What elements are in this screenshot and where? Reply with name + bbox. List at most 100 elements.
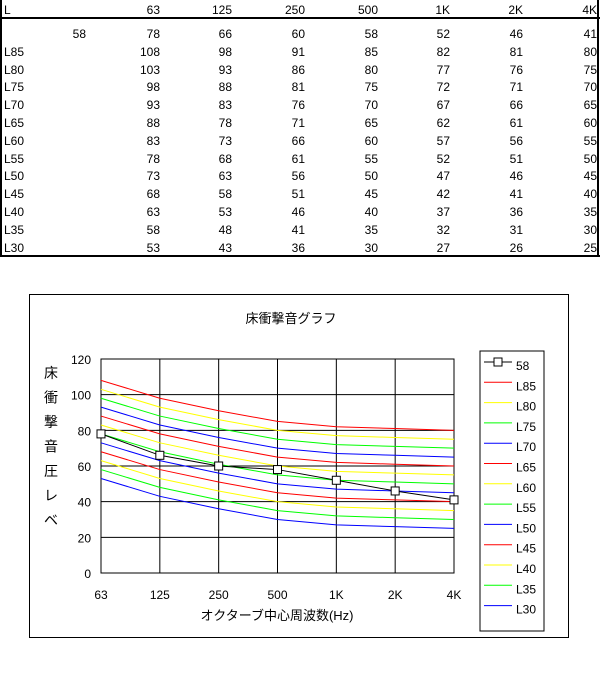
table-cell: 46 (509, 27, 523, 41)
series-line-l75 (100, 397, 455, 449)
table-cell: 41 (291, 222, 305, 237)
table-cell: 83 (218, 98, 232, 113)
table-left-rule (0, 0, 2, 255)
table-cell: 108 (139, 44, 160, 59)
legend-label: L75 (516, 420, 536, 434)
table-cell: 50 (364, 169, 378, 184)
table-cell: 93 (146, 98, 160, 113)
table-cell: 78 (146, 151, 160, 166)
legend-label: L80 (516, 400, 536, 414)
legend-label: L70 (516, 440, 536, 454)
series-line-l45 (100, 451, 455, 503)
series-line-l30 (100, 478, 455, 529)
table-row-label: L80 (4, 62, 25, 77)
table-cell: 75 (364, 80, 378, 95)
table-column-header: 500 (357, 3, 378, 17)
table-cell: 35 (364, 222, 378, 237)
y-tick-label: 0 (84, 567, 91, 581)
table-cell: 55 (364, 151, 378, 166)
series-line-l85 (100, 379, 455, 431)
table-cell: 47 (436, 169, 450, 184)
table-corner-label: L (4, 3, 11, 17)
chart-area: 床衝撃音グラフ 0 20 40 60 80 100 120 63 125 250 500 1K 2K 4K オ… (29, 294, 569, 638)
table-cell: 63 (218, 169, 232, 184)
x-tick-label: 125 (150, 588, 170, 602)
table-cell: 77 (436, 62, 450, 77)
table-cell: 68 (146, 187, 160, 202)
table-cell: 53 (146, 240, 160, 255)
table-cell: 61 (291, 151, 305, 166)
table-cell: 66 (509, 98, 523, 113)
table-cell: 36 (509, 205, 523, 219)
table-cell: 53 (218, 205, 232, 219)
table-cell: 98 (146, 80, 160, 95)
table-cell: 61 (509, 116, 523, 130)
data-point-marker (214, 461, 224, 471)
data-table: L 63 125 250 500 1K 2K 4K 58 78 66 60 58 52 46 41 L85 108… (0, 0, 600, 257)
table-cell: 65 (583, 98, 597, 113)
y-tick-label: 60 (78, 460, 92, 474)
x-tick-label: 250 (209, 588, 229, 602)
table-cell: 36 (291, 240, 305, 255)
table-row-label: L45 (4, 187, 25, 202)
table-cell: 71 (291, 116, 305, 130)
table-cell: 41 (583, 27, 597, 41)
table-cell: 70 (364, 98, 378, 113)
table-cell: 81 (509, 44, 523, 59)
series-line-l65 (100, 415, 455, 467)
table-cell: 93 (218, 62, 232, 77)
table-cell: 58 (218, 187, 232, 202)
legend-label: L35 (516, 582, 536, 596)
table-column-header: 4K (582, 3, 597, 17)
legend-label: L65 (516, 461, 536, 475)
table-cell: 58 (364, 27, 378, 41)
table-cell: 32 (436, 222, 450, 237)
table-cell: 86 (291, 62, 305, 77)
table-cell: 62 (436, 116, 450, 130)
table-cell: 66 (291, 133, 305, 148)
legend-label: L55 (516, 501, 536, 515)
table-cell: 25 (583, 240, 597, 255)
x-tick-label: 500 (267, 588, 287, 602)
table-cell: 35 (583, 205, 597, 219)
table-cell: 43 (218, 240, 232, 255)
table-cell: 71 (509, 80, 523, 95)
x-tick-label: 2K (388, 588, 403, 602)
table-right-rule (597, 0, 599, 255)
table-row-label: L65 (4, 116, 25, 130)
table-cell: 40 (364, 205, 378, 219)
x-tick-label: 63 (94, 588, 108, 602)
table-cell: 46 (509, 169, 523, 184)
chart-svg: 床衝撃音グラフ 0 20 40 60 80 100 120 63 125 250 500 1K 2K 4K オ… (44, 311, 545, 632)
table-cell: 42 (436, 187, 450, 202)
legend-marker (493, 357, 503, 367)
table-cell: 103 (139, 62, 160, 77)
x-tick-label: 1K (329, 588, 344, 602)
table-column-header: 63 (146, 3, 160, 17)
table-cell: 82 (436, 44, 450, 59)
table-cell: 76 (509, 62, 523, 77)
table-cell: 81 (291, 80, 305, 95)
table-cell: 57 (436, 133, 450, 148)
table-cell: 55 (583, 133, 597, 148)
chart-title: 床衝撃音グラフ (245, 311, 336, 326)
table-row-label: L75 (4, 80, 25, 95)
table-column-header: 2K (508, 3, 523, 17)
table-cell: 76 (291, 98, 305, 113)
table-row-label: L30 (4, 240, 25, 255)
table-row-label: L85 (4, 44, 25, 59)
legend-box (479, 350, 545, 632)
table-cell: 75 (583, 62, 597, 77)
table-cell: 56 (291, 169, 305, 184)
legend-label: 58 (516, 359, 530, 373)
series-line-l40 (100, 460, 455, 512)
table-cell: 65 (364, 116, 378, 130)
table-cell: 80 (583, 44, 597, 59)
table-cell: 91 (291, 44, 305, 59)
y-tick-label: 40 (78, 496, 92, 510)
table-cell: 45 (364, 187, 378, 202)
table-cell: 70 (583, 80, 597, 95)
legend-label: L60 (516, 481, 536, 495)
table-column-header: 125 (211, 3, 232, 17)
table-cell: 83 (146, 133, 160, 148)
